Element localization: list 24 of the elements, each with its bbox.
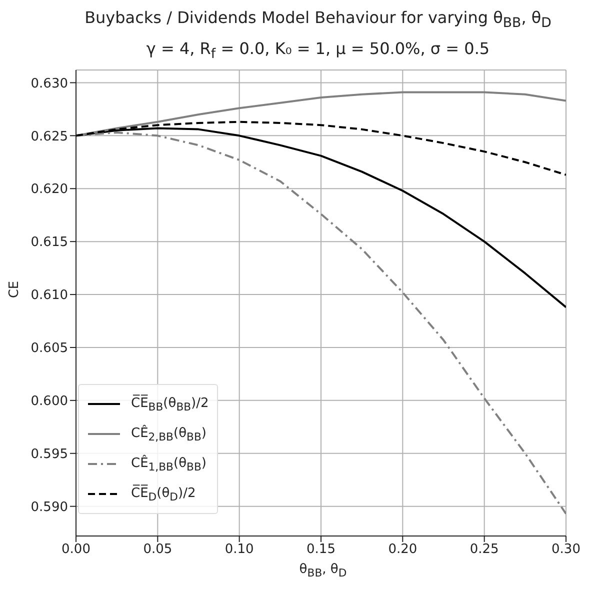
x-tick-label: 0.00 [62, 542, 90, 558]
y-tick-label: 0.605 [30, 341, 68, 356]
x-tick-label: 0.20 [388, 542, 418, 558]
y-tick-label: 0.620 [30, 182, 68, 198]
y-tick-label: 0.630 [30, 76, 68, 92]
y-tick-label: 0.595 [30, 447, 68, 462]
y-tick-label: 0.590 [30, 500, 68, 516]
chart-subtitle: γ = 4, R$_{f}$ = 0.0, K₀ = 1, μ = 50.0%, σ = 0.5 [145, 39, 491, 62]
y-tick-label: 0.600 [30, 394, 68, 410]
legend-label: CÊ$_{2,BB}$(θ$_{BB}$) [131, 426, 206, 444]
y-tick-label: 0.610 [30, 288, 68, 304]
x-tick-label: 0.15 [306, 542, 336, 558]
x-tick-label: 0.05 [143, 542, 172, 558]
x-tick-label: 0.25 [470, 542, 499, 558]
x-tick-label: 0.30 [552, 542, 580, 558]
legend-label: C̅E̅$_{D}$(θ$_{D}$)/2 [131, 486, 196, 504]
chart-title: Buybacks / Dividends Model Behaviour for varying θ$_{BB}$, θ$_{D}$ [84, 8, 552, 32]
y-tick-label: 0.615 [30, 236, 68, 251]
y-axis-title: CE [7, 281, 22, 299]
y-tick-label: 0.625 [30, 130, 68, 145]
x-tick-label: 0.10 [224, 542, 254, 558]
x-axis-title: θ$_{BB}$, θ$_{D}$ [298, 562, 348, 580]
legend-label: C̅E̅$_{BB}$(θ$_{BB}$)/2 [131, 396, 209, 414]
legend-label: CÊ$_{1,BB}$(θ$_{BB}$) [131, 456, 206, 474]
